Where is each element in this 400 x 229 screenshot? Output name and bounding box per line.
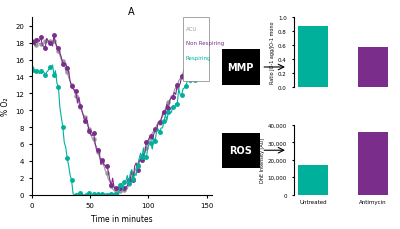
FancyBboxPatch shape <box>222 133 260 168</box>
FancyBboxPatch shape <box>183 18 209 81</box>
Bar <box>298 27 328 87</box>
Text: Non Respiring: Non Respiring <box>186 41 224 46</box>
Y-axis label: % O₂: % O₂ <box>1 97 10 116</box>
Bar <box>358 132 388 195</box>
FancyBboxPatch shape <box>222 50 260 85</box>
Text: MMP: MMP <box>227 63 254 73</box>
Bar <box>358 48 388 87</box>
Text: ROS: ROS <box>229 146 252 155</box>
Text: ACU: ACU <box>186 27 197 32</box>
X-axis label: Time in minutes: Time in minutes <box>91 214 153 223</box>
Y-axis label: DhE Intensity [AU]: DhE Intensity [AU] <box>260 138 265 183</box>
Bar <box>298 165 328 195</box>
Text: Respiring: Respiring <box>186 55 211 60</box>
Text: A: A <box>128 7 134 17</box>
Y-axis label: Ratio JO-1 agg/JO-1 mono: Ratio JO-1 agg/JO-1 mono <box>270 22 275 84</box>
